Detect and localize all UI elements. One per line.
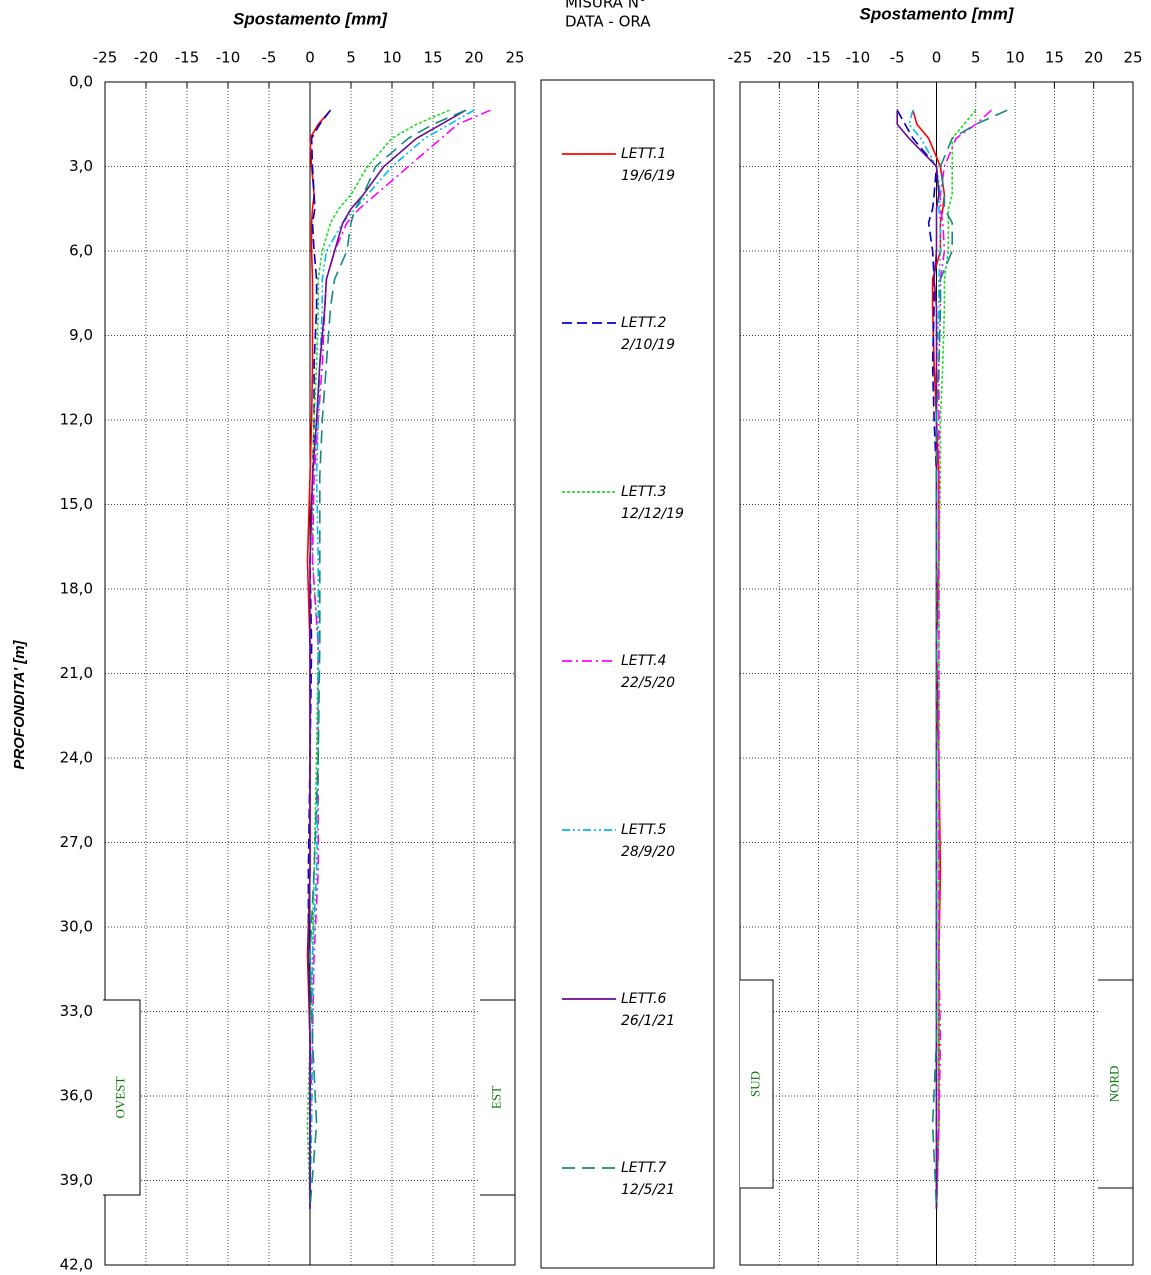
x-tick-label: 25: [505, 49, 524, 67]
y-tick-label: 42,0: [60, 1256, 93, 1274]
chart-title: Spostamento [mm]: [860, 4, 1015, 23]
x-tick-label: -20: [134, 49, 159, 67]
x-tick-label: 5: [346, 49, 356, 67]
direction-box: [103, 999, 141, 1196]
direction-box: [480, 999, 516, 1196]
x-tick-label: 5: [971, 49, 981, 67]
y-tick-label: 9,0: [69, 326, 93, 344]
y-tick-label: 21,0: [60, 664, 93, 682]
x-tick-label: 25: [1123, 49, 1142, 67]
chart-title: Spostamento [mm]: [233, 9, 388, 28]
y-tick-label: 12,0: [60, 411, 93, 429]
y-tick-label: 3,0: [69, 157, 93, 175]
direction-label: SUD: [747, 1071, 762, 1097]
x-tick-label: 0: [932, 49, 942, 67]
x-tick-label: 10: [1006, 49, 1025, 67]
x-tick-label: 15: [423, 49, 442, 67]
legend-date: 2/10/19: [621, 337, 675, 353]
x-tick-label: -20: [767, 49, 792, 67]
legend-title: MISURA N°: [565, 0, 646, 12]
legend-box: [540, 79, 715, 1269]
x-tick-label: 0: [305, 49, 315, 67]
direction-box: [740, 979, 774, 1189]
x-tick-label: -5: [890, 49, 905, 67]
series-line: [931, 109, 1008, 1209]
legend-date: 19/6/19: [621, 168, 675, 184]
x-tick-label: 10: [382, 49, 401, 67]
series-line: [307, 109, 332, 1209]
x-tick-label: 20: [464, 49, 483, 67]
y-tick-label: 39,0: [60, 1171, 93, 1189]
series-line: [896, 109, 938, 1209]
legend-label: LETT.5: [621, 822, 667, 838]
series-line: [309, 109, 491, 1209]
direction-label: EST: [488, 1086, 503, 1109]
y-axis-label: PROFONDITA' [m]: [11, 639, 28, 769]
x-tick-label: -15: [175, 49, 200, 67]
legend-title: DATA - ORA: [565, 13, 651, 31]
legend-date: 28/9/20: [621, 844, 675, 860]
x-tick-label: 20: [1084, 49, 1103, 67]
series-line: [306, 109, 450, 1209]
y-tick-label: 24,0: [60, 749, 93, 767]
legend-label: LETT.7: [621, 1160, 667, 1176]
y-tick-label: 15,0: [60, 495, 93, 513]
direction-label: OVEST: [112, 1076, 127, 1118]
direction-label: NORD: [1106, 1066, 1121, 1103]
legend-date: 12/5/21: [621, 1182, 675, 1198]
y-tick-label: 27,0: [60, 833, 93, 851]
legend-label: LETT.4: [621, 653, 666, 669]
x-tick-label: 15: [1045, 49, 1064, 67]
x-tick-label: -5: [262, 49, 277, 67]
series-line: [935, 109, 993, 1209]
x-tick-label: -25: [728, 49, 753, 67]
y-tick-label: 30,0: [60, 918, 93, 936]
legend-label: LETT.2: [621, 315, 667, 331]
x-tick-label: -25: [93, 49, 118, 67]
series-line: [935, 109, 977, 1209]
x-tick-label: -15: [806, 49, 831, 67]
legend-date: 26/1/21: [621, 1013, 675, 1029]
direction-box: [1098, 979, 1134, 1189]
y-tick-label: 33,0: [60, 1002, 93, 1020]
legend-label: LETT.3: [621, 484, 666, 500]
legend-date: 12/12/19: [621, 506, 684, 522]
y-tick-label: 6,0: [69, 242, 93, 260]
series-line: [307, 109, 467, 1209]
legend-label: LETT.1: [621, 146, 666, 162]
y-tick-label: 18,0: [60, 580, 93, 598]
x-tick-label: -10: [216, 49, 241, 67]
y-tick-label: 0,0: [69, 73, 93, 91]
legend-label: LETT.6: [621, 991, 667, 1007]
legend-date: 22/5/20: [621, 675, 675, 691]
series-line: [896, 110, 940, 1209]
y-tick-label: 36,0: [60, 1087, 93, 1105]
series-line: [908, 109, 942, 1209]
series-line: [309, 109, 467, 1209]
x-tick-label: -10: [846, 49, 871, 67]
